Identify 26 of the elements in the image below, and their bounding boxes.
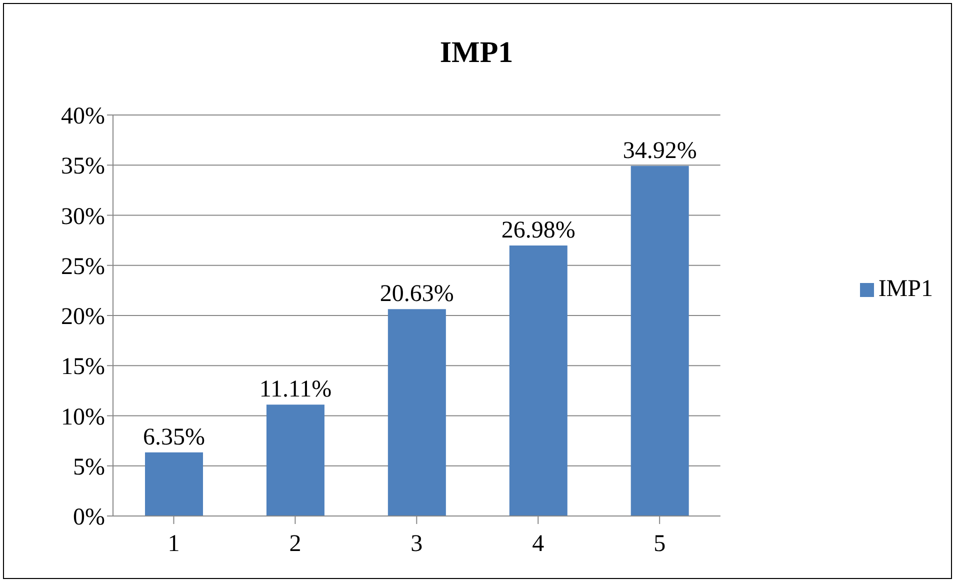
data-label: 34.92% [622, 138, 697, 164]
bar [145, 452, 203, 516]
data-label: 6.35% [143, 424, 205, 450]
x-tick-label: 4 [532, 531, 544, 558]
y-tick-label: 40% [61, 104, 105, 130]
bar [266, 404, 324, 516]
y-tick-label: 20% [61, 304, 105, 330]
y-tick-label: 25% [61, 254, 105, 280]
x-tick-label: 1 [168, 531, 180, 558]
bar [388, 309, 446, 516]
y-tick-label: 15% [61, 354, 105, 380]
data-label: 20.63% [380, 281, 454, 308]
y-tick-label: 35% [61, 154, 105, 180]
y-tick-label: 30% [61, 204, 105, 230]
bar [630, 166, 689, 516]
data-label: 26.98% [501, 218, 576, 244]
x-tick-label: 5 [654, 531, 666, 558]
data-label: 11.11% [259, 376, 332, 403]
y-tick-label: 0% [73, 504, 105, 531]
bar [509, 246, 568, 516]
x-tick-label: 2 [289, 531, 302, 558]
y-tick-label: 5% [73, 454, 105, 480]
chart-title: IMP1 [438, 36, 514, 70]
legend-label: IMP1 [878, 276, 933, 302]
x-tick-label: 3 [410, 531, 423, 558]
y-tick-label: 10% [61, 404, 105, 430]
